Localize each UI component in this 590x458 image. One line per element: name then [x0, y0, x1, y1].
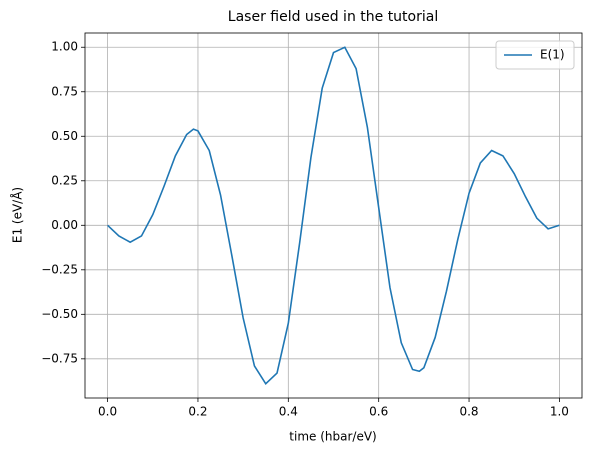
x-tick-label: 0.6 [369, 405, 388, 419]
y-axis-label: E1 (eV/Å) [10, 187, 25, 243]
y-tick-label: 0.25 [51, 173, 78, 187]
y-tick-label: −0.50 [41, 307, 78, 321]
y-tick-label: −0.75 [41, 351, 78, 365]
plot-frame [84, 32, 583, 399]
x-tick-label: 1.0 [550, 405, 569, 419]
x-tick-label: 0.4 [279, 405, 298, 419]
y-tick-label: −0.25 [41, 262, 78, 276]
chart-title: Laser field used in the tutorial [228, 9, 438, 25]
x-tick-label: 0.0 [98, 405, 117, 419]
legend-label: E(1) [540, 48, 565, 62]
x-tick-label: 0.2 [188, 405, 207, 419]
y-tick-label: 0.75 [51, 84, 78, 98]
x-axis-label: time (hbar/eV) [289, 430, 376, 444]
x-tick-label: 0.8 [459, 405, 478, 419]
legend: E(1) [495, 40, 575, 70]
y-tick-label: 1.00 [51, 40, 78, 54]
legend-box [495, 40, 575, 70]
y-tick-label: 0.50 [51, 129, 78, 143]
y-tick-label: 0.00 [51, 218, 78, 232]
data-line [107, 46, 560, 386]
